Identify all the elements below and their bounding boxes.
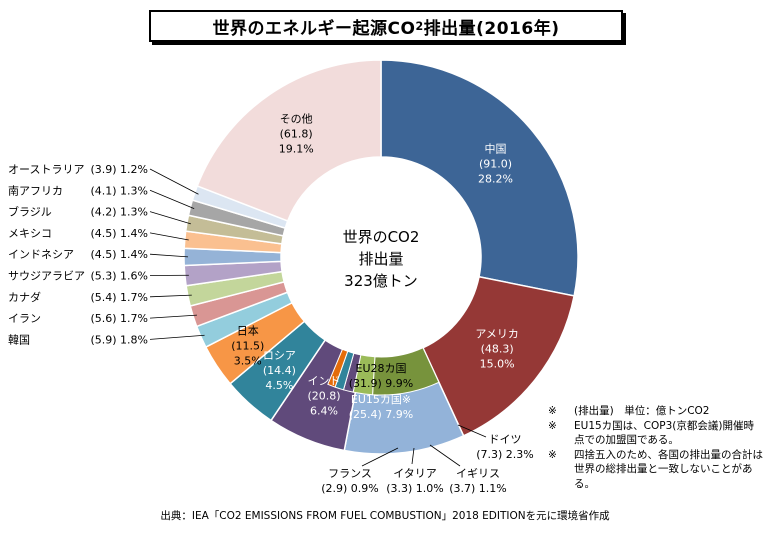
bottom-label-value: (7.3) 2.3% xyxy=(476,448,534,461)
title-text-suffix: 排出量(2016年) xyxy=(423,18,560,39)
left-label-value: (5.6) 1.7% xyxy=(90,312,148,325)
leader-line xyxy=(149,294,192,298)
left-label-value: (5.4) 1.7% xyxy=(90,291,148,304)
left-label-name: 韓国 xyxy=(8,333,30,346)
leader-line xyxy=(149,314,197,319)
leader-line xyxy=(429,444,461,467)
slice-label-ロシア: 4.5% xyxy=(265,379,293,392)
slice-label-インド: 6.4% xyxy=(310,405,338,418)
slice-label-中国: 28.2% xyxy=(478,172,513,185)
note-row: ※ EU15カ国は、COP3(京都会議)開催時点での加盟国である。 xyxy=(548,419,763,448)
left-label-name: カナダ xyxy=(8,290,41,304)
leader-line xyxy=(361,447,399,467)
center-label-line1: 世界のCO2 xyxy=(343,228,420,246)
center-label-line3: 323億トン xyxy=(344,272,418,290)
notes-block: ※ (排出量) 単位：億トンCO2 ※ EU15カ国は、COP3(京都会議)開催… xyxy=(548,404,763,491)
left-label-value: (4.1) 1.3% xyxy=(90,184,148,197)
slice-label-日本: (11.5) xyxy=(231,340,264,353)
slice-label-ロシア: ロシア xyxy=(263,349,296,362)
leader-line xyxy=(149,168,199,195)
eu28-label: EU28カ国 xyxy=(356,362,407,375)
left-label-value: (5.9) 1.8% xyxy=(90,333,148,346)
slice-中国 xyxy=(380,59,579,297)
title-subscript: 2 xyxy=(415,19,424,33)
slice-label-その他: その他 xyxy=(280,112,313,125)
bottom-label-name: イギリス xyxy=(456,467,500,480)
left-label-value: (4.5) 1.4% xyxy=(90,248,148,261)
leader-line xyxy=(149,189,195,210)
left-label-name: オーストラリア xyxy=(8,163,84,176)
slice-label-インド: (20.8) xyxy=(307,390,340,403)
slice-label-アメリカ: (48.3) xyxy=(481,343,514,356)
center-label-line2: 排出量 xyxy=(358,250,403,268)
left-label-value: (4.2) 1.3% xyxy=(90,206,148,219)
eu-slice-フランス xyxy=(327,348,349,388)
eu28-value: (31.9) 9.9% xyxy=(349,377,414,390)
left-label-value: (4.5) 1.4% xyxy=(90,227,148,240)
leader-line xyxy=(411,447,415,465)
bottom-label-name: イタリア xyxy=(393,467,437,480)
slice-その他 xyxy=(196,59,382,222)
slice-label-日本: 日本 xyxy=(237,324,259,338)
left-label-value: (5.3) 1.6% xyxy=(90,270,148,283)
leader-line xyxy=(149,253,189,258)
slice-label-アメリカ: 15.0% xyxy=(480,358,515,371)
slice-label-インド: インド xyxy=(307,375,340,388)
bottom-label-value: (3.3) 1.0% xyxy=(386,482,444,495)
eu15-label: EU15カ国※ xyxy=(351,393,411,406)
leader-line xyxy=(457,424,487,438)
leader-line xyxy=(149,232,189,241)
note-mark: ※ xyxy=(548,448,557,461)
note-text: 四捨五入のため、各国の排出量の合計は世界の総排出量と一致しないことがある。 xyxy=(574,448,763,490)
slice-label-ロシア: (14.4) xyxy=(263,364,296,377)
slice-label-日本: 3.5% xyxy=(234,355,262,368)
left-label-name: イラン xyxy=(8,312,41,325)
leader-line xyxy=(149,334,205,340)
left-label-name: ブラジル xyxy=(8,205,52,219)
note-row: ※ (排出量) 単位：億トンCO2 xyxy=(548,404,763,419)
slice-label-中国: (91.0) xyxy=(479,157,512,170)
bottom-label-name: ドイツ xyxy=(489,433,522,446)
slice-label-その他: (61.8) xyxy=(280,127,313,140)
slice-label-中国: 中国 xyxy=(485,142,507,155)
left-label-value: (3.9) 1.2% xyxy=(90,163,148,176)
note-text: EU15カ国は、COP3(京都会議)開催時点での加盟国である。 xyxy=(574,419,754,447)
bottom-label-name: フランス xyxy=(328,467,372,480)
bottom-label-value: (2.9) 0.9% xyxy=(321,482,379,495)
chart-title: 世界のエネルギー起源CO 2 排出量(2016年) xyxy=(149,10,623,42)
left-label-name: サウジアラビア xyxy=(8,270,85,283)
bottom-label-value: (3.7) 1.1% xyxy=(449,482,507,495)
left-label-name: 南アフリカ xyxy=(8,184,63,197)
slice-label-その他: 19.1% xyxy=(279,142,314,155)
note-text: (排出量) 単位：億トンCO2 xyxy=(574,405,710,417)
leader-line xyxy=(149,211,191,225)
note-row: ※ 四捨五入のため、各国の排出量の合計は世界の総排出量と一致しないことがある。 xyxy=(548,448,763,492)
eu15-value: (25.4) 7.9% xyxy=(349,408,414,421)
source-credit: 出典：IEA「CO2 EMISSIONS FROM FUEL COMBUSTIO… xyxy=(160,510,610,522)
note-mark: ※ xyxy=(548,419,557,432)
left-label-name: インドネシア xyxy=(8,248,74,261)
left-label-name: メキシコ xyxy=(8,227,52,240)
note-mark: ※ xyxy=(548,405,557,417)
title-text: 世界のエネルギー起源CO xyxy=(212,18,416,39)
slice-label-アメリカ: アメリカ xyxy=(475,328,518,341)
